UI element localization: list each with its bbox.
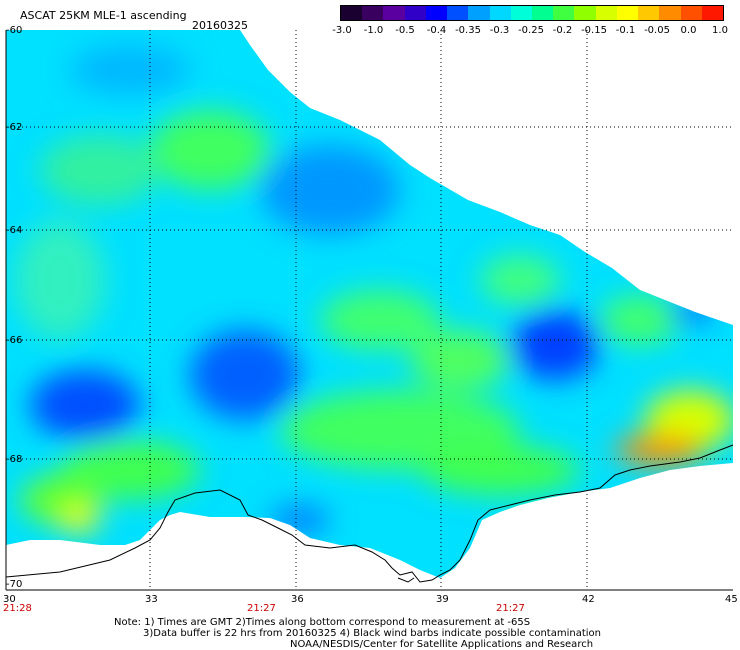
color-scale-swatch (553, 6, 575, 20)
lon-label-36: 36 (291, 594, 304, 605)
color-scale-swatch (362, 6, 384, 20)
product-title: ASCAT 25KM MLE-1 ascending (20, 9, 187, 22)
color-scale-swatch (574, 6, 596, 20)
color-scale-swatch (404, 6, 426, 20)
lat-label-66: -66 (6, 335, 23, 346)
time-label-1: 21:28 (3, 603, 32, 614)
axis-ticks (5, 30, 733, 591)
color-scale-swatch (383, 6, 405, 20)
color-scale-swatch (510, 6, 532, 20)
color-scale-swatch (531, 6, 554, 20)
lat-label-62: -62 (6, 122, 23, 133)
lat-label-60: -60 (6, 25, 23, 36)
color-scale-swatch (468, 6, 490, 20)
color-scale-label: -0.35 (455, 25, 481, 36)
color-scale-label: -0.1 (615, 25, 636, 36)
lat-label-70: -70 (6, 579, 23, 590)
color-scale-swatch (616, 6, 639, 20)
color-scale-swatch (341, 6, 363, 20)
color-scale-label: 1.0 (712, 25, 728, 36)
island-coastline (397, 577, 415, 583)
lon-label-45: 45 (725, 594, 738, 605)
antarctic-coastline (5, 444, 734, 583)
color-scale-swatch (447, 6, 469, 20)
color-scale-label: -3.0 (332, 25, 352, 36)
color-scale-swatch (701, 6, 723, 20)
color-scale-swatch (659, 6, 681, 20)
note-line-1: Note: 1) Times are GMT 2)Times along bot… (114, 617, 531, 628)
color-scale-label: -0.2 (552, 25, 573, 36)
graticule (6, 30, 733, 590)
lon-label-42: 42 (582, 594, 595, 605)
note-line-3: NOAA/NESDIS/Center for Satellite Applica… (290, 639, 594, 650)
time-label-2: 21:27 (247, 603, 276, 614)
product-date: 20160325 (192, 19, 248, 32)
lon-label-30: 30 (3, 594, 16, 605)
lat-label-68: -68 (6, 454, 23, 465)
color-scale-swatch (489, 6, 511, 20)
color-scale-swatch (680, 6, 702, 20)
color-scale-label: 0.0 (680, 25, 697, 36)
color-scale-bar (340, 5, 724, 21)
data-field (6, 30, 733, 578)
color-scale-label: -0.15 (581, 25, 607, 36)
color-scale-swatch (425, 6, 448, 20)
color-scale-label: -0.4 (426, 25, 447, 36)
color-scale-label: -0.3 (489, 25, 510, 36)
color-scale-label: -0.05 (644, 25, 670, 36)
color-scale-label: -0.25 (518, 25, 544, 36)
time-label-3: 21:27 (496, 603, 525, 614)
lon-label-33: 33 (145, 594, 158, 605)
color-scale-label: -0.5 (395, 25, 415, 36)
note-line-2: 3)Data buffer is 22 hrs from 20160325 4)… (143, 628, 601, 639)
color-scale-label: -1.0 (363, 25, 384, 36)
lat-label-64: -64 (6, 225, 23, 236)
lon-label-39: 39 (436, 594, 449, 605)
color-scale-swatch (595, 6, 617, 20)
color-scale-swatch (638, 6, 660, 20)
